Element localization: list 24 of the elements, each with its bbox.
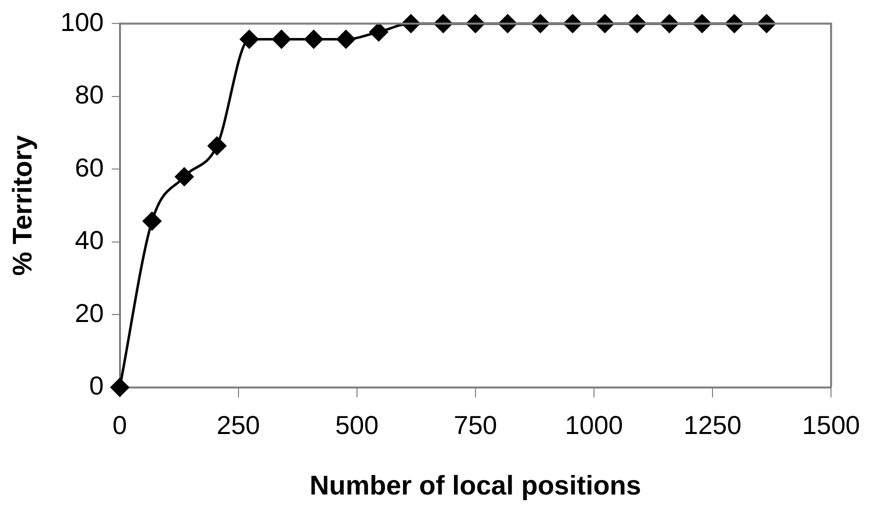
y-tick-label: 60 — [74, 152, 104, 182]
point — [304, 30, 323, 48]
x-tick-label: 1250 — [684, 410, 742, 440]
x-tick-label: 250 — [216, 410, 260, 440]
y-axis-title: % Territory — [8, 135, 38, 276]
x-tick-label: 1000 — [565, 410, 623, 440]
point — [272, 30, 291, 48]
point — [369, 22, 388, 42]
y-tick-label: 80 — [74, 80, 104, 110]
point — [336, 30, 356, 48]
point — [175, 168, 194, 186]
y-tick-label: 100 — [60, 6, 104, 37]
point — [208, 136, 226, 156]
x-axis-title: Number of local positions — [310, 470, 642, 500]
point — [240, 30, 258, 48]
x-tick-label: 500 — [335, 410, 379, 440]
x-tick-label: 1500 — [802, 410, 860, 440]
y-tick-label: 40 — [74, 225, 104, 256]
y-tick-label: 0 — [89, 370, 104, 401]
point — [142, 212, 162, 230]
x-tick-label: 0 — [112, 410, 128, 440]
x-tick-label: 750 — [454, 410, 498, 440]
point — [110, 378, 130, 397]
y-tick-label: 20 — [74, 298, 104, 328]
